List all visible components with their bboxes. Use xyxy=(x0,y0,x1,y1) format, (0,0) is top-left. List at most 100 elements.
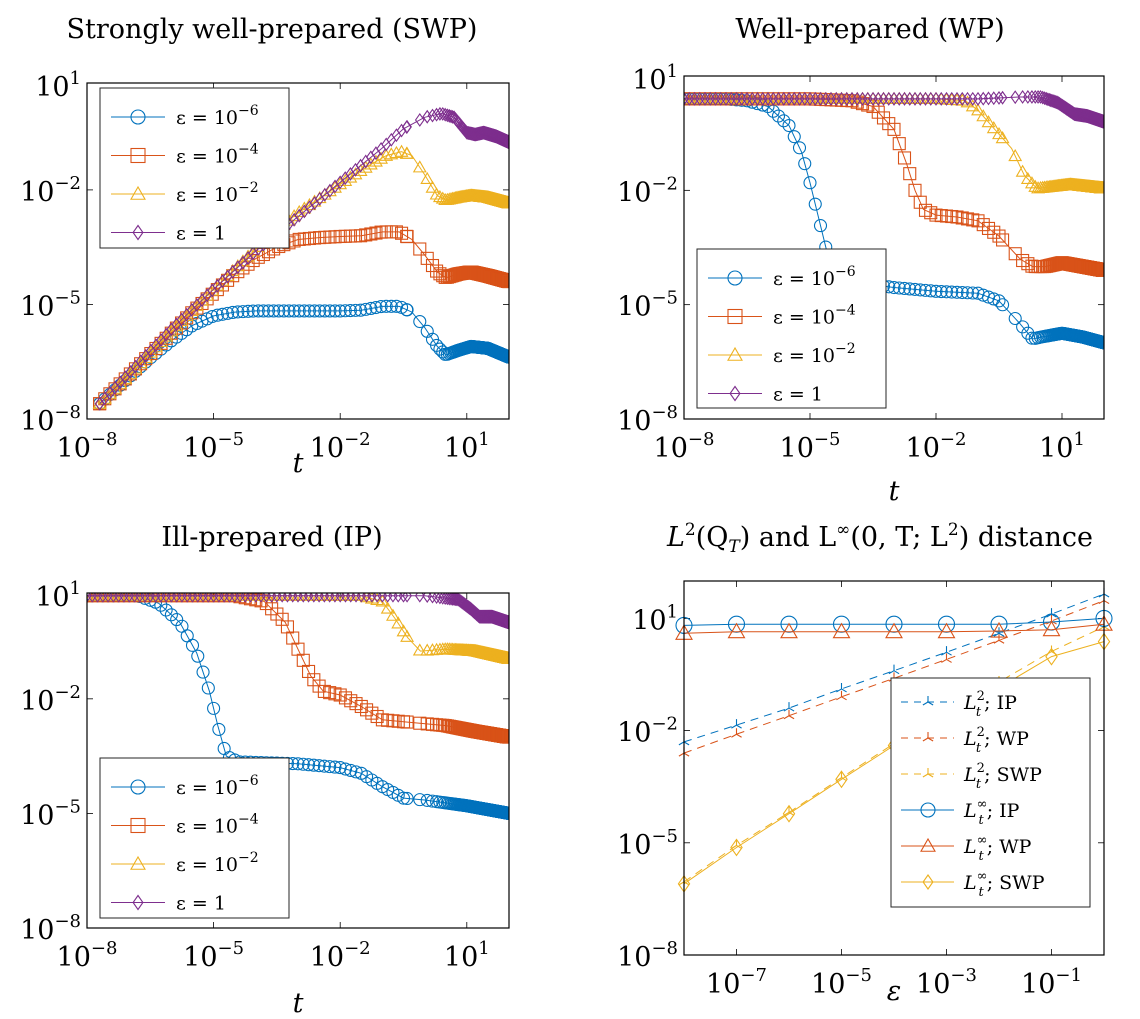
tick-label-exponent: 1 xyxy=(478,938,489,959)
legend-label-text: ε = 10 xyxy=(176,107,238,129)
data-point xyxy=(412,160,427,173)
data-point xyxy=(323,304,337,318)
tick-label-exponent: −5 xyxy=(54,287,81,308)
tick-label-base: 10 xyxy=(632,65,666,96)
data-point xyxy=(442,108,453,123)
legend-marker xyxy=(920,837,936,852)
data-point xyxy=(955,211,969,225)
title-sub: T xyxy=(728,537,741,557)
axes-frame xyxy=(683,75,1105,420)
data-point xyxy=(364,227,378,241)
legend-label-sup: 2 xyxy=(977,761,985,776)
data-point xyxy=(323,686,337,700)
tick-label-exponent: 1 xyxy=(478,429,489,450)
data-point xyxy=(215,307,230,321)
y-tick-label: 10−8 xyxy=(20,402,81,437)
data-point xyxy=(731,728,742,738)
tick-label-base: 10 xyxy=(617,830,651,861)
data-point xyxy=(502,350,509,364)
legend-label-text: ε = 10 xyxy=(773,307,835,329)
legend-label-text: ε = 1 xyxy=(773,384,823,406)
data-point xyxy=(396,791,411,805)
y-tick-label: 10−2 xyxy=(617,173,678,208)
data-point xyxy=(358,160,373,173)
x-tick-label: 10−7 xyxy=(706,965,767,1000)
chart-title: Well-prepared (WP) xyxy=(735,14,1004,45)
data-point xyxy=(447,109,458,124)
legend-label: ε = 1 xyxy=(176,223,226,245)
data-point xyxy=(502,274,509,289)
y-tick-label: 10−2 xyxy=(617,714,678,749)
data-point xyxy=(400,146,415,159)
data-point xyxy=(924,206,938,220)
tick-label-exponent: −5 xyxy=(218,429,245,450)
data-point xyxy=(1099,114,1104,129)
title-part: ) distance xyxy=(959,522,1093,553)
data-point xyxy=(1097,263,1104,277)
data-point xyxy=(292,304,306,318)
tick-label-exponent: −8 xyxy=(91,429,118,450)
data-point xyxy=(241,304,255,318)
title-part: (0, T; L xyxy=(850,522,948,553)
y-tick-label: 10−5 xyxy=(617,826,678,861)
data-point xyxy=(888,664,900,675)
legend-label-exponent: −2 xyxy=(835,341,856,357)
legend-label: ε = 10−6 xyxy=(176,773,259,799)
data-point xyxy=(370,709,384,724)
data-point xyxy=(328,760,342,774)
data-point xyxy=(992,229,1006,243)
data-point xyxy=(354,303,368,317)
data-point xyxy=(265,602,279,616)
data-point xyxy=(1097,181,1104,194)
data-point xyxy=(246,304,260,318)
data-point xyxy=(1008,247,1022,261)
data-point xyxy=(374,300,388,314)
data-point xyxy=(313,304,327,318)
tick-label-base: 10 xyxy=(35,72,69,103)
data-point xyxy=(94,396,105,411)
data-point xyxy=(892,281,906,295)
tick-label-exponent: −5 xyxy=(845,965,872,986)
data-point xyxy=(282,304,296,318)
data-point xyxy=(731,839,742,849)
data-point xyxy=(414,112,425,127)
data-point xyxy=(317,759,331,773)
data-point xyxy=(432,189,447,203)
data-point xyxy=(918,203,933,217)
legend-marker-circle xyxy=(130,109,146,125)
data-point xyxy=(389,225,403,239)
legend-entry: ε = 1 xyxy=(111,223,226,245)
tick-label-exponent: −5 xyxy=(651,826,678,847)
data-point xyxy=(892,137,906,151)
data-point xyxy=(504,615,509,630)
title-part: ) and L xyxy=(740,522,836,553)
tick-label-exponent: 1 xyxy=(667,601,678,622)
legend-label-exponent: −4 xyxy=(835,303,856,319)
legend-entry: ε = 10−4 xyxy=(708,303,856,329)
tick-label-base: 10 xyxy=(35,582,69,613)
data-point xyxy=(992,294,1006,308)
tick-label-exponent: −8 xyxy=(688,429,715,450)
series-diamond xyxy=(87,593,509,630)
y-tick-label: 10−2 xyxy=(20,682,81,717)
tick-label-base: 10 xyxy=(20,686,54,717)
legend-label-sup: 2 xyxy=(977,689,985,704)
data-point xyxy=(897,151,912,165)
data-point xyxy=(1045,647,1058,666)
data-point xyxy=(941,653,952,663)
y-tick-label: 10−8 xyxy=(617,402,678,437)
tick-label-base: 10 xyxy=(444,433,478,464)
data-point xyxy=(783,702,795,712)
data-point xyxy=(384,147,399,160)
data-point xyxy=(427,593,438,604)
data-point xyxy=(348,167,363,180)
data-point xyxy=(205,309,219,324)
data-point xyxy=(431,593,442,605)
data-point xyxy=(170,613,184,627)
tick-label-base: 10 xyxy=(20,800,54,831)
data-point xyxy=(360,703,374,717)
data-point xyxy=(402,593,412,603)
tick-label-base: 10 xyxy=(310,433,344,464)
legend-label-tail: ; SWP xyxy=(984,764,1042,786)
